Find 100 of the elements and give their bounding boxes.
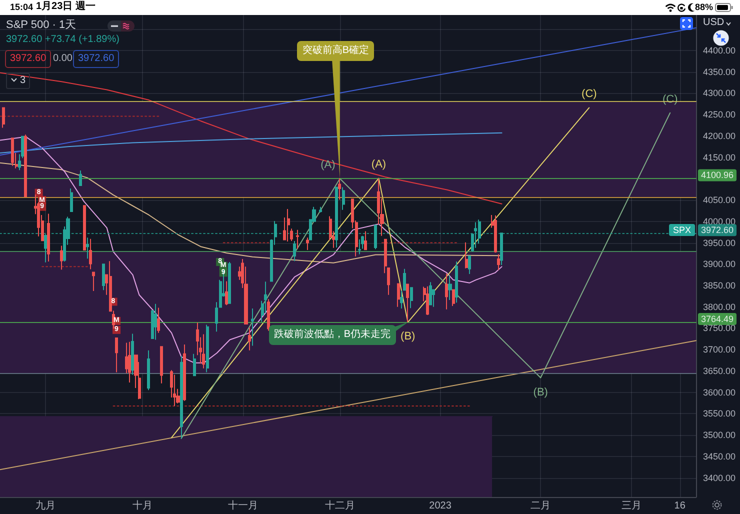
candlestick — [2, 107, 5, 128]
candlestick — [474, 222, 477, 248]
candlestick — [500, 232, 503, 266]
candlestick — [406, 284, 409, 323]
x-tick-label: 三月 — [621, 500, 642, 512]
candlestick — [44, 234, 47, 263]
x-tick-label: 2023 — [429, 500, 452, 512]
y-tick-label: 3700.00 — [703, 344, 736, 355]
candlestick — [290, 228, 293, 242]
annotation: 突破前高B確定 — [297, 40, 374, 61]
candlestick — [403, 268, 406, 291]
candlestick — [115, 338, 118, 373]
y-tick-label: 4050.00 — [703, 195, 736, 206]
candlestick — [202, 334, 205, 369]
annotation: 0.00 — [53, 53, 72, 64]
candlestick — [335, 186, 338, 248]
data-label: (B) — [533, 386, 548, 398]
candlestick — [468, 255, 471, 274]
x-tick-label: 十二月 — [324, 500, 355, 512]
line-series — [0, 132, 502, 154]
candlestick — [160, 346, 163, 384]
annotation: 跌破前波低點，B仍未走完 — [268, 325, 396, 346]
text: SPX — [669, 224, 696, 236]
candlestick — [86, 237, 89, 260]
candlestick — [70, 188, 73, 212]
candlestick — [306, 237, 309, 251]
candlestick — [193, 353, 196, 376]
y-tick-label: 4250.00 — [703, 110, 736, 120]
line-series — [180, 112, 671, 439]
y-tick-label: 4200.00 — [703, 130, 736, 141]
candlestick — [251, 308, 254, 346]
y-tick-label: 4400.00 — [703, 45, 736, 56]
y-tick-label: 3500.00 — [703, 430, 736, 440]
candlestick — [287, 208, 290, 242]
candlestick — [47, 213, 50, 262]
candlestick — [429, 282, 432, 306]
ref-line-label: 4100.96 — [701, 170, 734, 180]
candlestick — [225, 280, 228, 306]
data-label: (B) — [400, 330, 416, 343]
data-label: (A) — [371, 158, 386, 171]
candlestick — [102, 264, 105, 291]
candlestick — [147, 350, 150, 391]
candlestick — [410, 286, 413, 309]
candlestick — [206, 324, 209, 373]
candlestick — [293, 240, 296, 262]
ref-line-label: 3764.49 — [701, 314, 734, 324]
data-label: (A) — [320, 159, 336, 172]
candlestick — [448, 275, 452, 301]
candlestick — [426, 286, 429, 316]
text: 15:04 — [10, 2, 34, 12]
candlestick — [319, 206, 322, 213]
line-series — [0, 136, 502, 364]
candlestick — [342, 186, 345, 210]
candlestick — [397, 282, 400, 308]
y-tick-label: 3900.00 — [703, 259, 736, 270]
candlestick — [374, 224, 377, 250]
text: 3972.60 +73.74 (+1.89%) — [6, 34, 120, 45]
y-tick-label: 3950.00 — [703, 238, 736, 248]
x-tick-label: 十月 — [132, 500, 152, 512]
y-tick-label: 4350.00 — [703, 66, 736, 77]
y-tick-label: 3650.00 — [703, 366, 736, 376]
y-tick-label: 3750.00 — [703, 323, 736, 334]
candlestick — [296, 229, 299, 250]
candlestick — [183, 344, 186, 402]
candlestick — [465, 242, 468, 269]
candlestick — [79, 170, 82, 186]
candlestick — [157, 307, 160, 334]
candlestick — [248, 327, 251, 351]
data-label: (C) — [582, 88, 597, 100]
y-tick-label: 3550.00 — [703, 408, 736, 419]
y-tick-label: 3850.00 — [703, 280, 736, 290]
candlestick — [358, 238, 361, 255]
line-series — [0, 72, 502, 204]
x-tick-label: 二月 — [530, 500, 551, 512]
annotation: 3972.60 — [73, 50, 120, 68]
candlestick — [452, 289, 455, 306]
candlestick — [267, 298, 270, 332]
candlestick — [338, 178, 341, 200]
candlestick — [494, 214, 497, 254]
annotation: 3972.60 — [5, 50, 52, 68]
ref-line-label: 3972.60 — [701, 225, 734, 236]
candlestick — [83, 204, 86, 251]
candlestick — [228, 261, 231, 304]
y-tick-label: 3600.00 — [703, 387, 736, 398]
candlestick — [384, 238, 387, 274]
x-tick-label: 十一月 — [228, 500, 258, 512]
candlestick — [131, 333, 134, 376]
candlestick — [89, 238, 92, 270]
candlestick — [11, 137, 14, 166]
candlestick — [92, 272, 95, 292]
candlestick — [180, 355, 183, 439]
chart-title: S&P 500 · 1天 — [6, 19, 76, 31]
candlestick — [387, 267, 390, 296]
candlestick — [445, 273, 448, 310]
candlestick — [497, 254, 500, 271]
text: USD — [703, 17, 724, 28]
candlestick — [24, 134, 27, 198]
candlestick — [128, 341, 131, 383]
candlestick — [400, 290, 403, 310]
line-series — [171, 107, 590, 438]
